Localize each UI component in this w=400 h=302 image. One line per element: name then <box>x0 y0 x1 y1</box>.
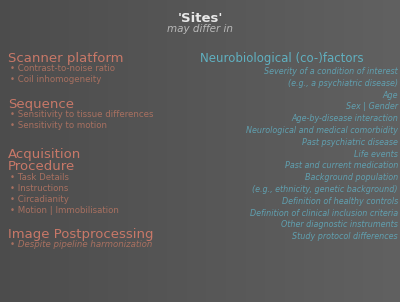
Text: • Coil inhomogeneity: • Coil inhomogeneity <box>10 75 101 84</box>
Text: Age: Age <box>382 91 398 100</box>
Text: Age-by-disease interaction: Age-by-disease interaction <box>291 114 398 123</box>
Text: Neurobiological (co-)factors: Neurobiological (co-)factors <box>200 52 364 65</box>
Text: Neurological and medical comorbidity: Neurological and medical comorbidity <box>246 126 398 135</box>
Text: Sequence: Sequence <box>8 98 74 111</box>
Text: • Sensitivity to motion: • Sensitivity to motion <box>10 121 107 130</box>
Text: may differ in: may differ in <box>167 24 233 34</box>
Text: Study protocol differences: Study protocol differences <box>292 232 398 241</box>
Text: (e.g., a psychiatric disease): (e.g., a psychiatric disease) <box>288 79 398 88</box>
Text: • Motion | Immobilisation: • Motion | Immobilisation <box>10 206 119 215</box>
Text: • Instructions: • Instructions <box>10 184 68 193</box>
Text: Life events: Life events <box>354 149 398 159</box>
Text: (e.g., ethnicity, genetic background): (e.g., ethnicity, genetic background) <box>252 185 398 194</box>
Text: Severity of a condition of interest: Severity of a condition of interest <box>264 67 398 76</box>
Text: Image Postprocessing: Image Postprocessing <box>8 228 154 241</box>
Text: Background population: Background population <box>305 173 398 182</box>
Text: • Task Details: • Task Details <box>10 173 69 182</box>
Text: 'Sites': 'Sites' <box>177 12 223 25</box>
Text: • Contrast-to-noise ratio: • Contrast-to-noise ratio <box>10 64 115 73</box>
Text: • Sensitivity to tissue differences: • Sensitivity to tissue differences <box>10 110 154 119</box>
Text: Scanner platform: Scanner platform <box>8 52 124 65</box>
Text: Past and current medication: Past and current medication <box>285 161 398 170</box>
Text: • Despite pipeline harmonization: • Despite pipeline harmonization <box>10 240 152 249</box>
Text: Definition of clinical inclusion criteria: Definition of clinical inclusion criteri… <box>250 209 398 218</box>
Text: Sex | Gender: Sex | Gender <box>346 102 398 111</box>
Text: Acquisition: Acquisition <box>8 148 81 161</box>
Text: Past psychiatric disease: Past psychiatric disease <box>302 138 398 147</box>
Text: Definition of healthy controls: Definition of healthy controls <box>282 197 398 206</box>
Text: • Circadianity: • Circadianity <box>10 195 69 204</box>
Text: Procedure: Procedure <box>8 160 75 173</box>
Text: Other diagnostic instruments: Other diagnostic instruments <box>281 220 398 230</box>
